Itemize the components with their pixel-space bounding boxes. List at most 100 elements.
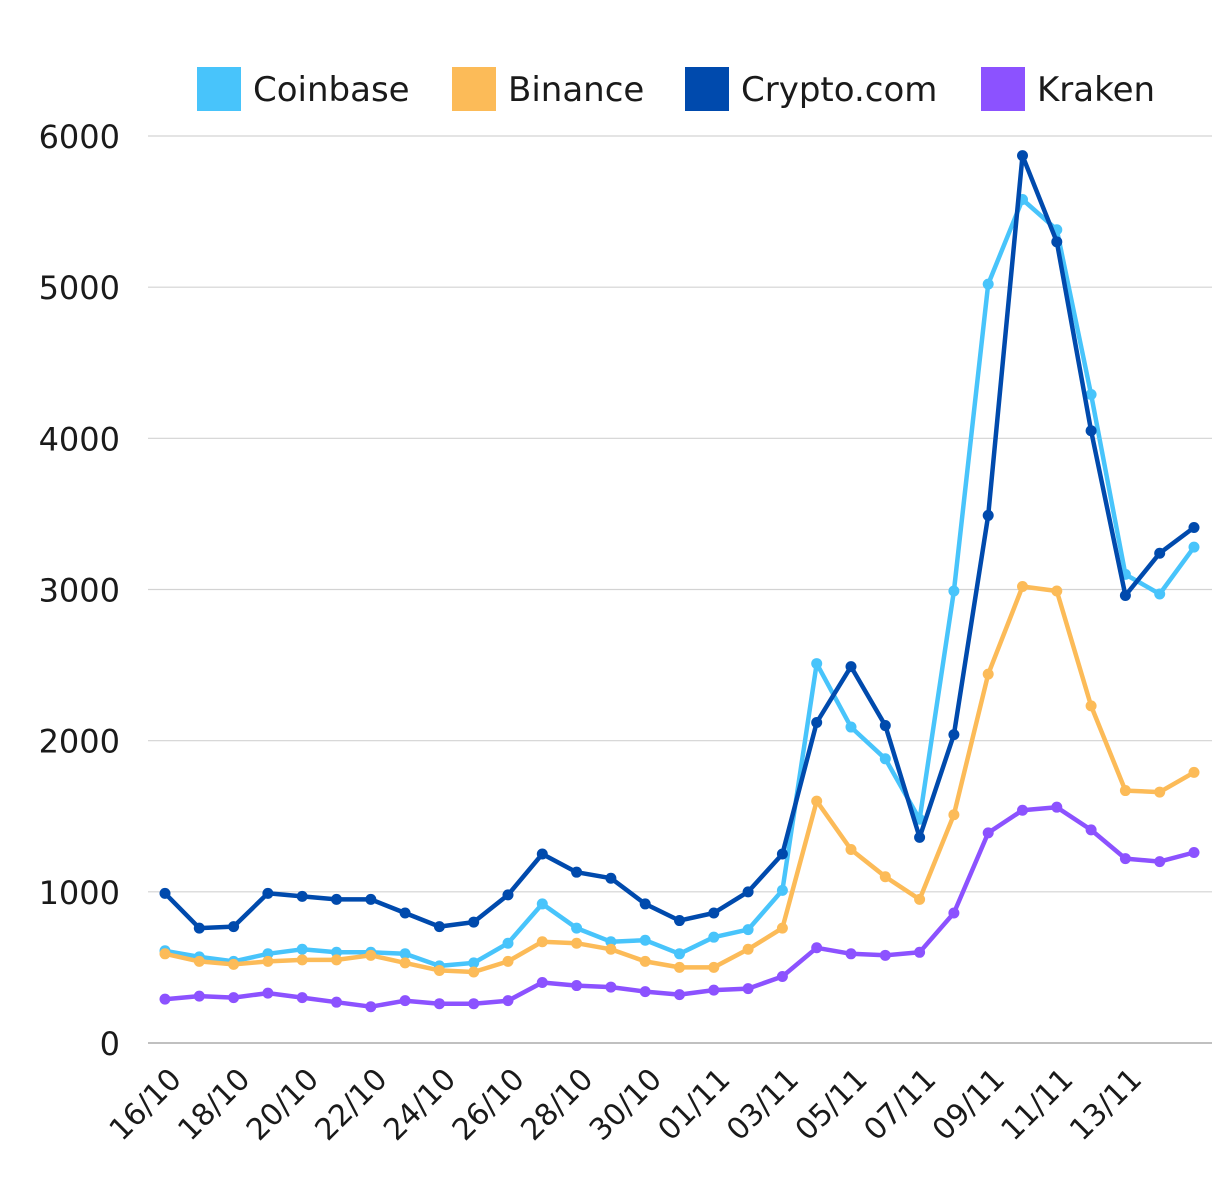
data-point xyxy=(811,942,823,954)
x-tick: 05/11 xyxy=(789,1062,875,1148)
x-tick: 28/10 xyxy=(514,1062,600,1148)
data-point xyxy=(948,585,960,597)
x-tick-label: 01/11 xyxy=(652,1062,738,1148)
data-point xyxy=(228,992,240,1004)
y-tick-label: 4000 xyxy=(39,420,120,458)
data-point xyxy=(1154,547,1166,559)
data-point xyxy=(1085,700,1097,712)
data-point xyxy=(502,937,514,949)
data-point xyxy=(1188,847,1200,859)
data-point xyxy=(536,936,548,948)
y-tick-label: 0 xyxy=(100,1025,120,1063)
data-point xyxy=(1119,853,1131,865)
data-point xyxy=(399,948,411,960)
data-point xyxy=(262,987,274,999)
data-point xyxy=(982,509,994,521)
x-tick: 07/11 xyxy=(857,1062,943,1148)
data-point xyxy=(468,916,480,928)
x-tick-label: 20/10 xyxy=(240,1062,326,1148)
x-tick: 13/11 xyxy=(1063,1062,1149,1148)
data-point xyxy=(639,934,651,946)
x-tick: 03/11 xyxy=(720,1062,806,1148)
legend: Coinbase Binance Crypto.com Kraken xyxy=(197,67,1155,111)
legend-label: Kraken xyxy=(1037,70,1155,110)
x-tick: 30/10 xyxy=(583,1062,669,1148)
data-point xyxy=(845,844,857,856)
data-point xyxy=(433,921,445,933)
legend-label: Crypto.com xyxy=(741,70,937,110)
data-point xyxy=(331,946,342,958)
data-point xyxy=(1188,522,1200,534)
data-point xyxy=(639,986,651,998)
x-tick-label: 07/11 xyxy=(857,1062,943,1148)
legend-item-kraken: Kraken xyxy=(981,67,1155,111)
data-point xyxy=(982,827,994,839)
series-coinbase xyxy=(159,193,1200,972)
x-tick-label: 09/11 xyxy=(926,1062,1012,1148)
data-point xyxy=(331,996,342,1008)
data-point xyxy=(296,954,308,966)
data-point xyxy=(605,936,617,948)
data-point xyxy=(468,998,480,1010)
data-point xyxy=(776,922,788,934)
data-point xyxy=(399,907,411,919)
data-point xyxy=(365,893,377,905)
x-tick: 01/11 xyxy=(652,1062,738,1148)
x-tick-label: 11/11 xyxy=(995,1062,1081,1148)
data-point xyxy=(1051,801,1063,813)
series-line xyxy=(162,153,1197,931)
x-tick-label: 28/10 xyxy=(514,1062,600,1148)
legend-swatch xyxy=(197,67,241,111)
data-point xyxy=(468,957,480,969)
data-point xyxy=(742,943,754,955)
y-tick-label: 5000 xyxy=(39,269,120,307)
data-point xyxy=(571,922,583,934)
data-point xyxy=(674,961,685,973)
x-tick: 22/10 xyxy=(309,1062,395,1148)
x-axis: 16/1018/1020/1022/1024/1026/1028/1030/10… xyxy=(103,1062,1149,1148)
data-point xyxy=(605,943,617,955)
series-layer xyxy=(159,150,1200,1013)
legend-item-binance: Binance xyxy=(452,67,644,111)
data-point xyxy=(193,922,205,934)
series-crypto-com xyxy=(159,150,1200,934)
grid-layer xyxy=(148,135,1212,1044)
data-point xyxy=(1017,150,1028,162)
data-point xyxy=(845,948,857,960)
data-point xyxy=(879,871,891,883)
data-point xyxy=(502,995,514,1007)
series-binance xyxy=(159,580,1200,978)
data-point xyxy=(399,995,411,1007)
legend-item-coinbase: Coinbase xyxy=(197,67,410,111)
data-point xyxy=(914,946,926,958)
data-point xyxy=(536,898,548,910)
data-point xyxy=(228,921,240,933)
data-point xyxy=(1154,856,1166,868)
data-point xyxy=(1017,580,1028,592)
data-point xyxy=(1085,388,1097,400)
data-point xyxy=(879,720,891,732)
data-point xyxy=(262,948,274,960)
x-tick: 09/11 xyxy=(926,1062,1012,1148)
data-point xyxy=(1154,786,1166,798)
x-tick-label: 26/10 xyxy=(446,1062,532,1148)
series-line xyxy=(162,804,1197,1009)
data-point xyxy=(331,954,342,966)
data-point xyxy=(776,970,788,982)
legend-label: Coinbase xyxy=(253,70,410,110)
legend-label: Binance xyxy=(508,70,644,110)
data-point xyxy=(159,887,171,899)
data-point xyxy=(193,990,205,1002)
data-point xyxy=(879,753,891,765)
data-point xyxy=(365,949,377,961)
data-point xyxy=(536,977,548,989)
data-point xyxy=(571,866,583,878)
x-tick: 11/11 xyxy=(995,1062,1081,1148)
series-line xyxy=(162,584,1197,975)
data-point xyxy=(296,992,308,1004)
data-point xyxy=(639,955,651,967)
data-point xyxy=(399,957,411,969)
data-point xyxy=(914,893,926,905)
data-point xyxy=(1017,804,1028,816)
y-axis: 0 1000 2000 3000 4000 5000 6000 xyxy=(39,118,120,1063)
